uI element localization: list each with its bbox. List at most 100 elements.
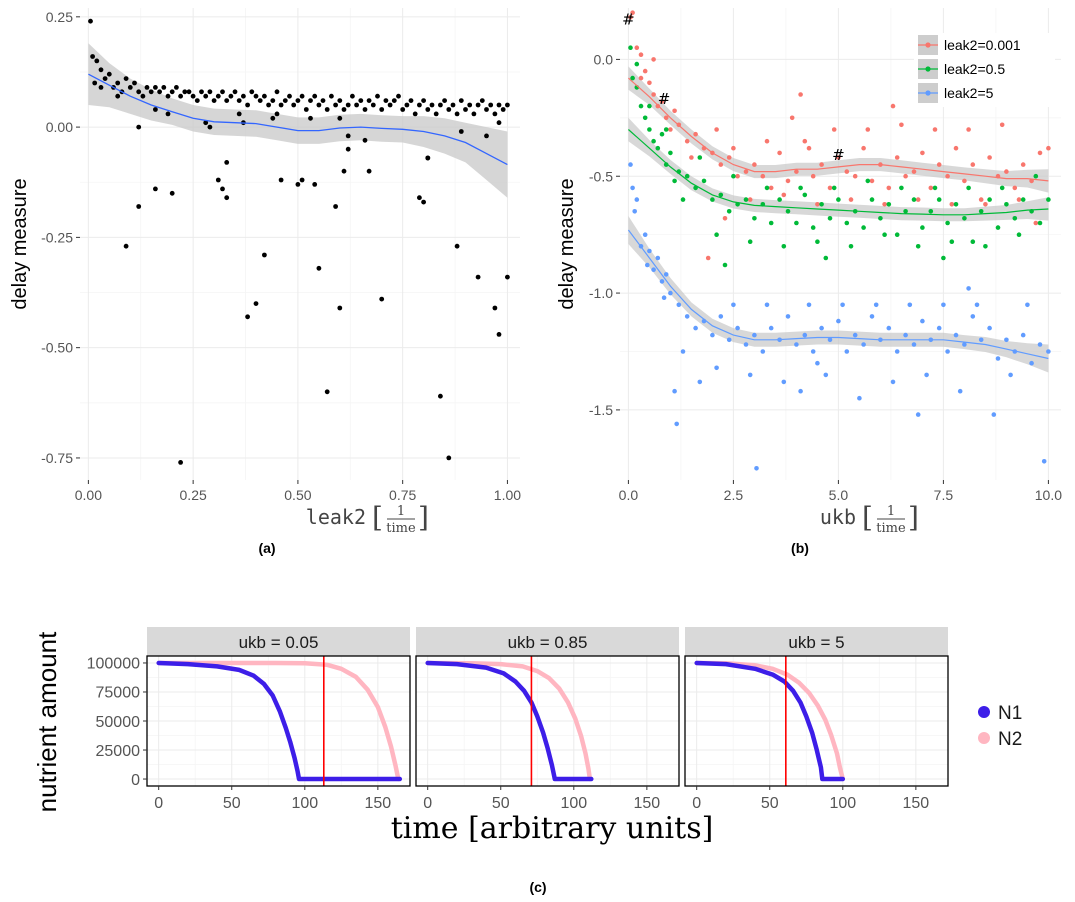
- data-point: [714, 365, 719, 371]
- data-point: [475, 102, 481, 108]
- data-point: [345, 146, 351, 152]
- data-point: [768, 185, 774, 191]
- data-point: [743, 169, 749, 174]
- y-tick-label: -1.0: [589, 285, 613, 301]
- x-tick-label: 50: [761, 795, 779, 812]
- data-point: [1037, 342, 1043, 347]
- data-point: [970, 239, 976, 244]
- data-point: [915, 412, 921, 417]
- data-point: [1041, 459, 1047, 464]
- data-point: [1029, 360, 1034, 366]
- data-point: [668, 290, 673, 296]
- data-point: [224, 195, 230, 201]
- data-point: [794, 342, 799, 347]
- data-point: [446, 455, 452, 461]
- data-point: [857, 395, 862, 401]
- data-point: [747, 197, 753, 202]
- data-point: [194, 98, 200, 103]
- data-point: [915, 197, 921, 202]
- data-point: [810, 173, 816, 179]
- y-axis-label: nutrient amount: [32, 631, 62, 812]
- data-point: [785, 209, 791, 214]
- data-point: [1046, 145, 1051, 151]
- data-point: [425, 155, 431, 161]
- legend-label: leak2=5: [944, 85, 994, 101]
- data-point: [182, 89, 188, 95]
- data-point: [215, 93, 221, 99]
- annotation-hash: #: [832, 146, 845, 164]
- x-axis-label-unit-den: time: [876, 521, 906, 536]
- x-tick-label: 150: [903, 795, 930, 812]
- data-point: [417, 102, 422, 108]
- data-point: [894, 349, 900, 354]
- data-point: [869, 314, 875, 319]
- smooth-line: [628, 77, 1049, 182]
- x-tick-label: 0.25: [180, 487, 207, 503]
- data-point: [203, 120, 209, 126]
- data-point: [672, 178, 677, 184]
- data-point: [645, 262, 650, 268]
- data-point: [978, 337, 984, 343]
- data-point: [458, 129, 464, 134]
- data-point: [94, 58, 100, 64]
- x-tick-label: 100: [829, 795, 856, 812]
- data-point: [492, 111, 498, 117]
- facet-strip-label: ukb = 0.05: [239, 633, 319, 652]
- data-point: [819, 202, 824, 207]
- data-point: [312, 182, 318, 187]
- data-point: [970, 314, 976, 319]
- data-point: [161, 85, 167, 90]
- data-point: [438, 393, 443, 399]
- data-point: [966, 286, 971, 291]
- legend-key-point: [978, 732, 990, 744]
- data-point: [362, 107, 368, 112]
- x-axis-label-unit-num: 1: [397, 504, 405, 519]
- data-point: [840, 302, 845, 308]
- data-point: [341, 107, 347, 112]
- data-point: [886, 202, 892, 207]
- x-tick-label: 0: [423, 795, 432, 812]
- data-point: [199, 89, 204, 95]
- data-point: [421, 199, 426, 205]
- data-point: [232, 89, 238, 95]
- data-point: [638, 103, 644, 109]
- data-point: [1046, 197, 1051, 202]
- data-point: [630, 185, 635, 191]
- data-point: [747, 239, 753, 244]
- data-point: [936, 325, 942, 331]
- data-point: [638, 52, 644, 57]
- data-point: [827, 337, 833, 343]
- data-point: [777, 150, 782, 156]
- series-line-n1: [694, 660, 846, 782]
- data-point: [140, 93, 146, 99]
- data-point: [157, 89, 163, 95]
- data-point: [136, 89, 142, 95]
- data-point: [894, 232, 900, 237]
- data-point: [630, 75, 635, 81]
- legend-label: N2: [998, 729, 1022, 750]
- data-point: [659, 279, 665, 284]
- data-point: [844, 349, 850, 354]
- caption-a: (a): [258, 540, 275, 556]
- data-point: [320, 98, 326, 103]
- legend-key-point: [925, 90, 931, 96]
- data-point: [291, 102, 297, 108]
- data-point: [726, 337, 732, 343]
- data-point: [747, 372, 753, 378]
- data-point: [781, 192, 787, 198]
- data-point: [836, 318, 841, 324]
- data-point: [630, 10, 635, 15]
- data-point: [718, 192, 724, 198]
- data-point: [471, 111, 477, 117]
- data-point: [442, 98, 447, 103]
- data-point: [287, 93, 292, 99]
- data-point: [915, 244, 921, 249]
- data-point: [823, 255, 829, 261]
- data-point: [852, 332, 858, 338]
- panel-b-chart: # # #0.0 2.5 5.0 7.5 10.0 0.0 -0.5 -1.0 -1.5 delay …: [556, 8, 1062, 536]
- data-point: [387, 102, 393, 108]
- data-point: [882, 232, 887, 237]
- data-point: [928, 185, 934, 191]
- data-point: [962, 342, 967, 347]
- data-point: [404, 102, 410, 108]
